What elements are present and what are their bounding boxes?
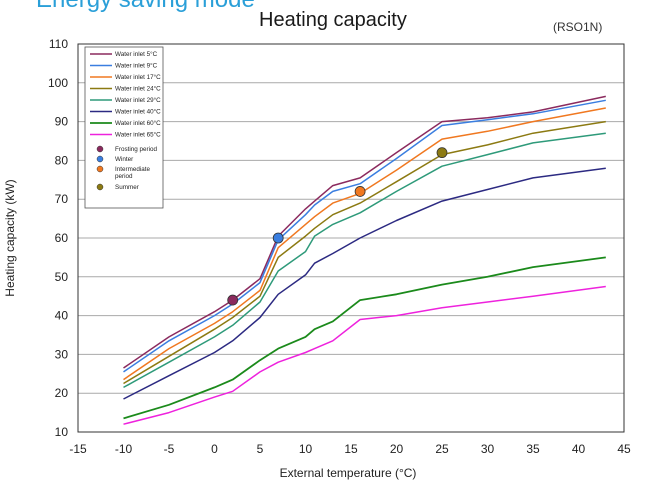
x-tick-labels: -15 -10 -5 0 5 10 15 20 25 30 35 40 45 xyxy=(69,442,631,456)
series-line-4 xyxy=(123,120,606,385)
series-line-5 xyxy=(123,132,606,389)
y-tick-label: 50 xyxy=(55,270,69,284)
page-heading: Energy saving mode xyxy=(36,0,255,14)
x-axis-label: External temperature (°C) xyxy=(280,466,417,480)
legend-marker xyxy=(96,155,104,163)
legend-label: Water inlet 5°C xyxy=(115,50,158,58)
y-tick-label: 30 xyxy=(55,347,69,361)
x-tick-label: 30 xyxy=(481,442,495,456)
legend-label: Water inlet 24°C xyxy=(115,85,161,93)
marker-1 xyxy=(227,294,239,306)
series-line-3 xyxy=(123,107,606,381)
x-tick-label: 45 xyxy=(617,442,631,456)
x-tick-label: -15 xyxy=(69,442,87,456)
legend-label: Intermediate xyxy=(115,166,150,173)
model-label: (RSO1N) xyxy=(553,20,603,34)
x-tick-label: 35 xyxy=(526,442,540,456)
legend-marker xyxy=(96,165,104,173)
legend-label: Frosting period xyxy=(115,146,157,153)
legend-marker xyxy=(96,145,104,153)
y-tick-label: 110 xyxy=(49,37,68,51)
y-tick-label: 90 xyxy=(55,115,69,129)
legend-label: Water inlet 65°C xyxy=(115,131,161,139)
y-tick-label: 100 xyxy=(48,76,68,90)
y-tick-label: 40 xyxy=(55,309,69,323)
condition-markers xyxy=(227,147,448,306)
legend-marker xyxy=(96,183,104,191)
x-tick-label: -10 xyxy=(115,442,133,456)
x-tick-label: 0 xyxy=(211,442,218,456)
y-tick-label: 10 xyxy=(55,425,69,439)
x-tick-label: 10 xyxy=(299,442,313,456)
legend-label: Water inlet 17°C xyxy=(115,73,161,81)
series-line-7 xyxy=(123,256,606,420)
legend-box xyxy=(84,46,164,209)
marker-4 xyxy=(436,147,448,159)
series-line-8 xyxy=(123,285,606,425)
x-tick-label: -5 xyxy=(164,442,175,456)
legend-label: Water inlet 40°C xyxy=(115,108,161,116)
legend-label: Water inlet 29°C xyxy=(115,96,161,104)
legend-label: period xyxy=(115,173,133,180)
y-tick-label: 70 xyxy=(55,192,69,206)
series-lines xyxy=(123,95,606,425)
series-line-1 xyxy=(123,95,606,369)
y-tick-label: 60 xyxy=(55,231,69,245)
y-axis-label: Heating capacity (kW) xyxy=(3,179,17,296)
x-tick-label: 20 xyxy=(390,442,404,456)
legend-label: Water inlet 60°C xyxy=(115,119,161,127)
x-tick-label: 40 xyxy=(572,442,586,456)
legend-label: Summer xyxy=(115,184,139,191)
y-tick-label: 80 xyxy=(55,153,69,167)
chart-title: Heating capacity xyxy=(259,9,407,31)
y-tick-labels: 10 20 30 40 50 60 70 80 90 100 110 xyxy=(48,37,68,439)
legend-label: Winter xyxy=(115,156,133,163)
y-tick-label: 20 xyxy=(55,386,69,400)
series-line-2 xyxy=(123,99,606,373)
series-line-6 xyxy=(123,167,606,400)
marker-3 xyxy=(354,186,366,197)
legend-label: Water inlet 9°C xyxy=(115,62,158,70)
marker-2 xyxy=(272,232,284,244)
x-tick-label: 25 xyxy=(435,442,449,456)
x-tick-label: 15 xyxy=(344,442,358,456)
plot-frame xyxy=(77,43,625,433)
legend: Water inlet 5°C Water inlet 9°C Water inle… xyxy=(84,46,164,209)
x-tick-label: 5 xyxy=(257,442,264,456)
